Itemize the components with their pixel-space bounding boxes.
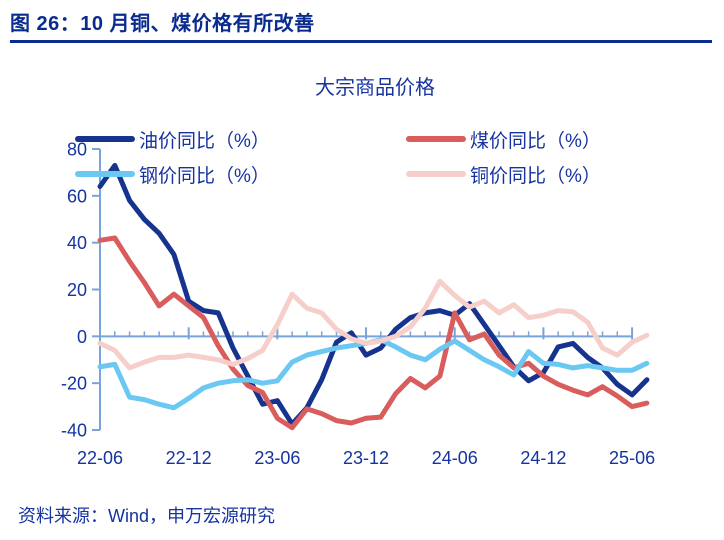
legend-item-coal: 煤价同比（%）: [406, 126, 601, 152]
copper-line-swatch: [406, 171, 466, 177]
svg-text:-40: -40: [61, 421, 87, 441]
svg-text:23-06: 23-06: [254, 448, 300, 468]
title-divider: [10, 40, 712, 43]
figure-title: 图 26：10 月铜、煤价格有所改善: [10, 13, 315, 35]
coal-line-swatch: [406, 136, 466, 142]
steel-line-swatch: [75, 171, 135, 177]
svg-text:24-06: 24-06: [432, 448, 478, 468]
legend-item-steel: 钢价同比（%）: [75, 161, 270, 187]
svg-text:0: 0: [77, 327, 87, 347]
svg-text:24-12: 24-12: [520, 448, 566, 468]
legend-label-steel: 钢价同比（%）: [139, 165, 270, 187]
svg-text:22-12: 22-12: [166, 448, 212, 468]
legend-item-copper: 铜价同比（%）: [406, 161, 601, 187]
svg-text:23-12: 23-12: [343, 448, 389, 468]
svg-text:-20: -20: [61, 374, 87, 394]
svg-text:25-06: 25-06: [609, 448, 655, 468]
chart-title: 大宗商品价格: [315, 77, 435, 99]
legend-label-coal: 煤价同比（%）: [470, 130, 601, 152]
svg-text:20: 20: [67, 280, 87, 300]
legend-label-oil: 油价同比（%）: [139, 130, 270, 152]
svg-text:60: 60: [67, 186, 87, 206]
legend-item-oil: 油价同比（%）: [75, 126, 270, 152]
svg-text:40: 40: [67, 233, 87, 253]
oil-line-swatch: [75, 136, 135, 142]
source-note: 资料来源：Wind，申万宏源研究: [18, 506, 276, 526]
legend-label-copper: 铜价同比（%）: [470, 165, 601, 187]
svg-text:22-06: 22-06: [77, 448, 123, 468]
svg-text:80: 80: [67, 140, 87, 160]
